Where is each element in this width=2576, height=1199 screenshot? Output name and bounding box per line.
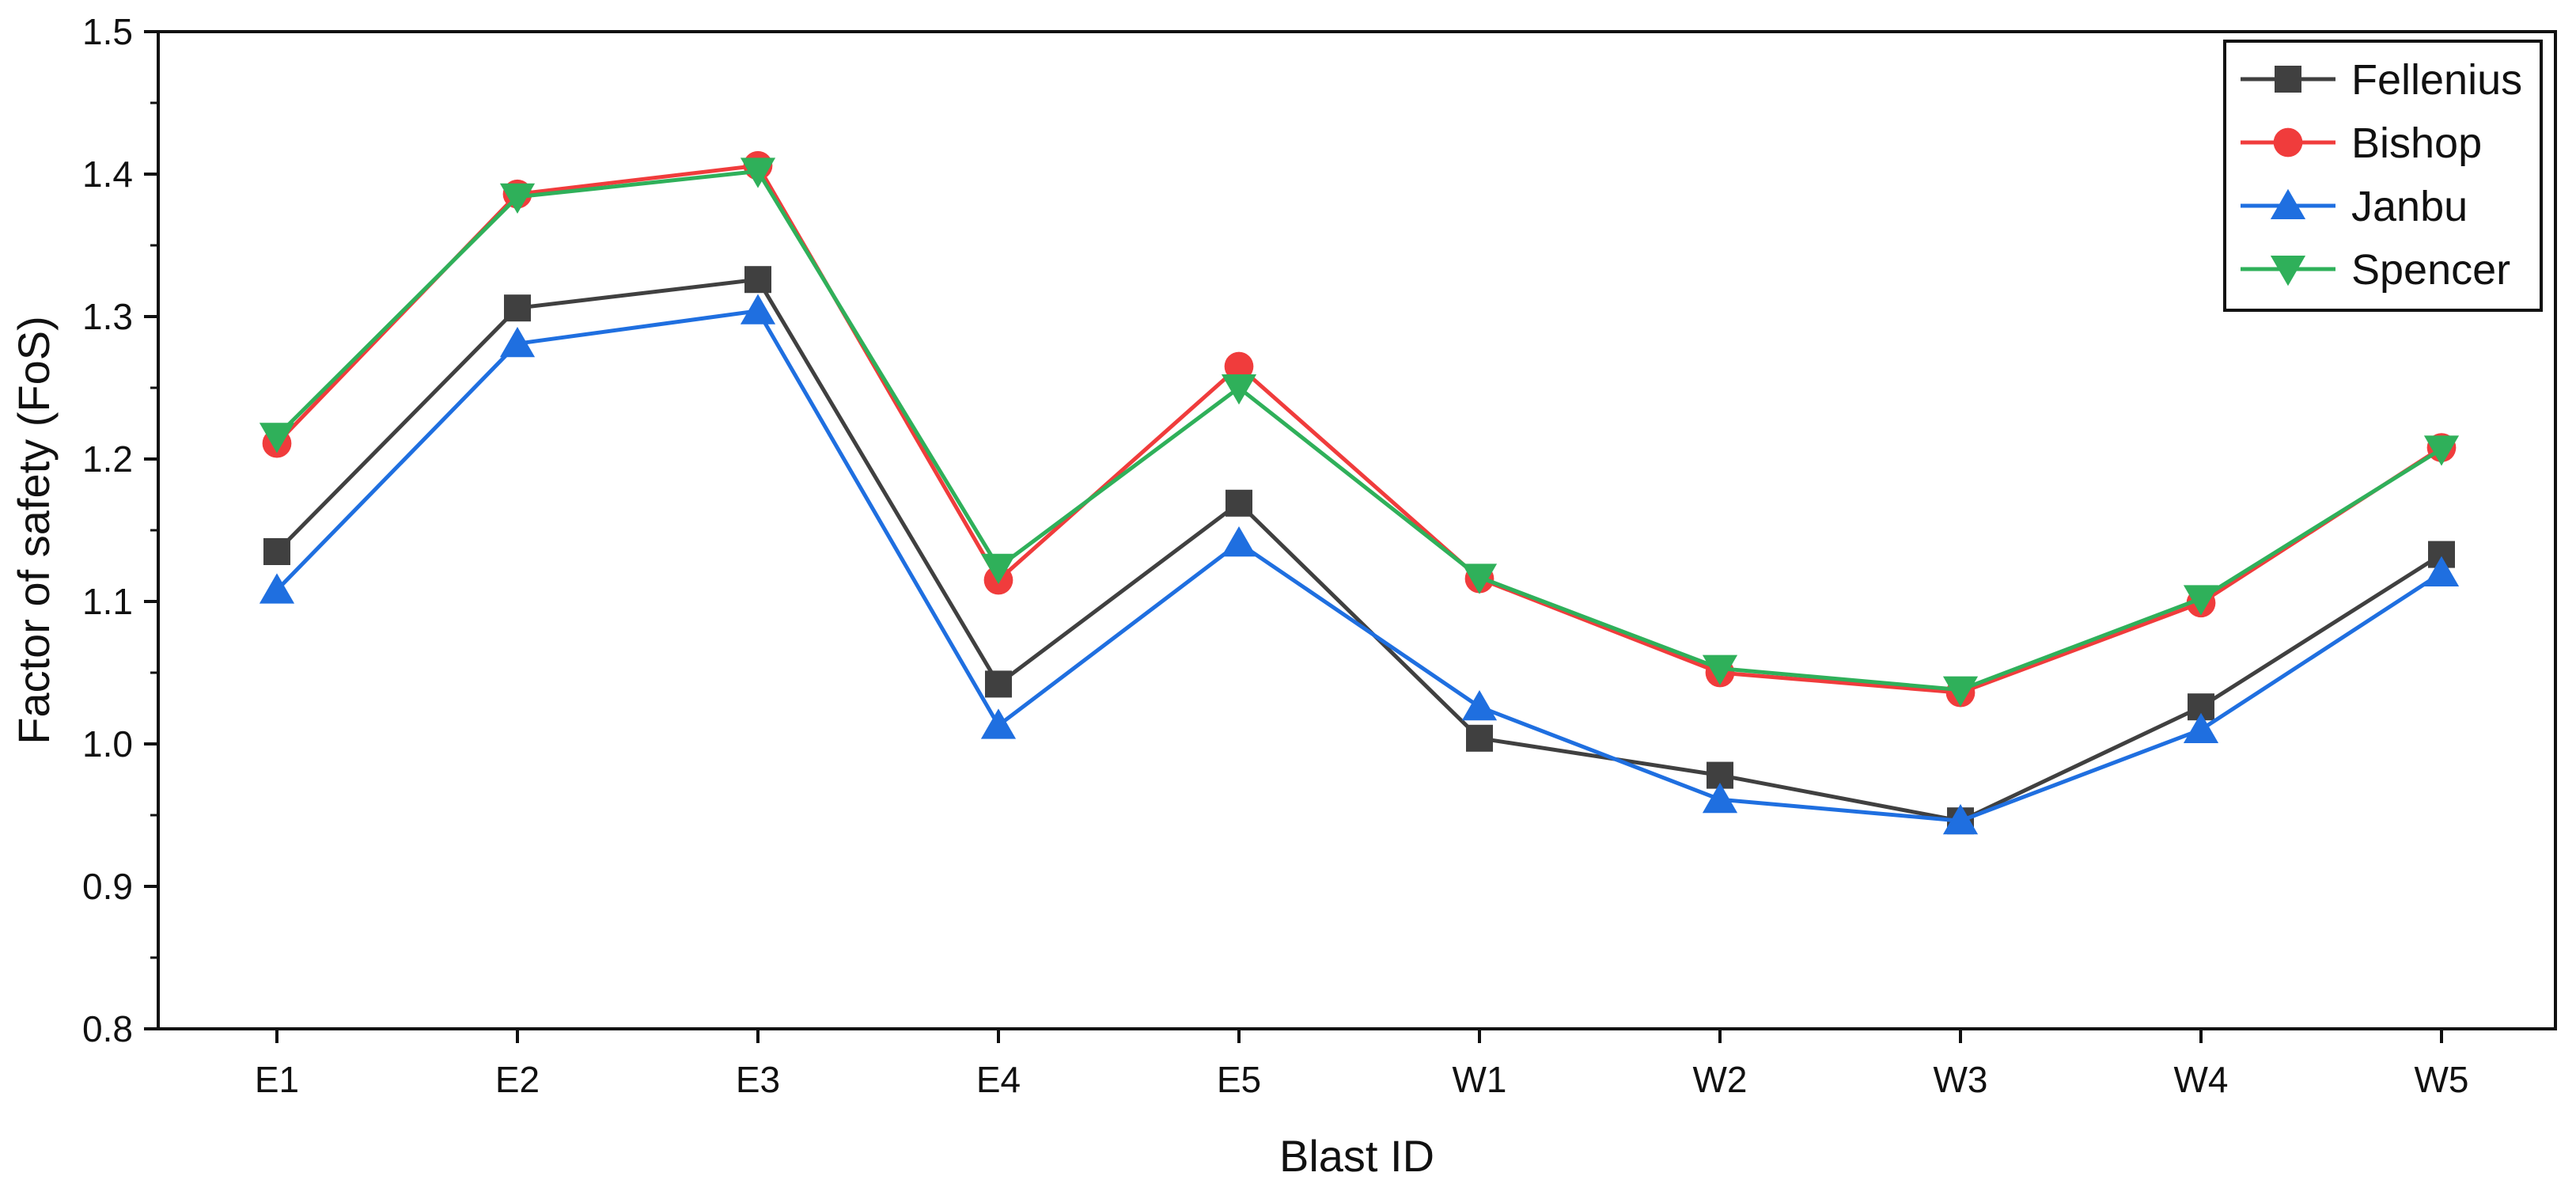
y-tick-label: 1.2 <box>82 438 133 480</box>
x-tick-label: W2 <box>1693 1059 1748 1100</box>
data-point-bishop <box>1224 351 1254 381</box>
y-tick-label: 1.3 <box>82 296 133 337</box>
series-line-spencer <box>275 169 2443 692</box>
legend-marker-janbu <box>2270 188 2306 219</box>
legend-marker-bishop <box>2273 127 2303 157</box>
legend-item-bishop: Bishop <box>2241 120 2482 167</box>
data-point-janbu <box>1461 689 1498 721</box>
x-tick-label: W3 <box>1934 1059 1988 1100</box>
data-point-janbu <box>499 326 536 358</box>
data-point-spencer <box>1942 676 1979 707</box>
x-tick-label: E5 <box>1217 1059 1261 1100</box>
y-tick-label: 0.8 <box>82 1008 133 1049</box>
x-tick-label: W5 <box>2415 1059 2469 1100</box>
x-axis-ticks: E1 E2 E3 E4 E5 W1 W2 W3 W4 W5 <box>255 1029 2469 1100</box>
data-point-spencer <box>1702 655 1738 685</box>
y-tick-label: 0.9 <box>82 866 133 907</box>
data-point-janbu <box>2183 712 2219 743</box>
y-tick-label: 1.1 <box>82 581 133 622</box>
series-group <box>259 150 2460 835</box>
series-line-janbu <box>275 309 2443 823</box>
series-fellenius <box>263 266 2455 835</box>
data-point-fellenius <box>1466 724 1493 752</box>
data-point-fellenius <box>263 538 290 565</box>
data-point-fellenius <box>504 294 531 322</box>
legend-item-fellenius: Fellenius <box>2241 56 2522 104</box>
data-point-fellenius <box>985 670 1012 698</box>
x-tick-label: W4 <box>2174 1059 2229 1100</box>
x-tick-label: E1 <box>255 1059 299 1100</box>
x-tick-label: E2 <box>495 1059 540 1100</box>
legend-marker-spencer <box>2270 256 2306 286</box>
data-point-spencer <box>1221 374 1257 405</box>
data-point-janbu <box>1221 526 1257 557</box>
y-axis-ticks: 0.8 0.9 1.0 1.1 1.2 1.3 1.4 1.5 <box>82 11 158 1049</box>
data-point-spencer <box>740 157 776 188</box>
x-axis-title: Blast ID <box>1279 1131 1434 1181</box>
legend-label: Fellenius <box>2351 56 2522 104</box>
data-point-janbu <box>1702 782 1738 814</box>
series-line-bishop <box>275 163 2443 695</box>
series-janbu <box>259 294 2460 835</box>
y-tick-label: 1.5 <box>82 11 133 52</box>
data-point-janbu <box>259 573 295 604</box>
data-point-spencer <box>980 553 1017 585</box>
data-point-spencer <box>2183 585 2219 616</box>
legend: Fellenius Bishop Janbu Spencer <box>2223 40 2543 312</box>
data-point-spencer <box>1461 563 1498 594</box>
legend-marker-fellenius <box>2275 66 2301 93</box>
legend-item-janbu: Janbu <box>2241 183 2468 230</box>
series-line-fellenius <box>275 277 2443 823</box>
x-tick-label: E4 <box>976 1059 1021 1100</box>
legend-label: Janbu <box>2351 183 2468 230</box>
data-point-janbu <box>980 708 1017 739</box>
data-point-janbu <box>2423 556 2460 586</box>
y-tick-label: 1.0 <box>82 723 133 765</box>
data-point-spencer <box>2423 435 2460 466</box>
x-tick-label: W1 <box>1453 1059 1507 1100</box>
legend-label: Bishop <box>2351 120 2482 167</box>
legend-item-spencer: Spencer <box>2241 246 2510 294</box>
data-point-fellenius <box>744 266 771 294</box>
data-point-spencer <box>499 183 536 214</box>
x-tick-label: E3 <box>736 1059 780 1100</box>
series-spencer <box>259 157 2460 707</box>
data-point-spencer <box>259 423 295 453</box>
data-point-janbu <box>740 294 776 324</box>
legend-label: Spencer <box>2351 246 2510 294</box>
y-axis-title: Factor of safety (FoS) <box>9 316 59 745</box>
data-point-janbu <box>1942 803 1979 835</box>
y-tick-label: 1.4 <box>82 154 133 195</box>
data-point-fellenius <box>1225 489 1252 517</box>
